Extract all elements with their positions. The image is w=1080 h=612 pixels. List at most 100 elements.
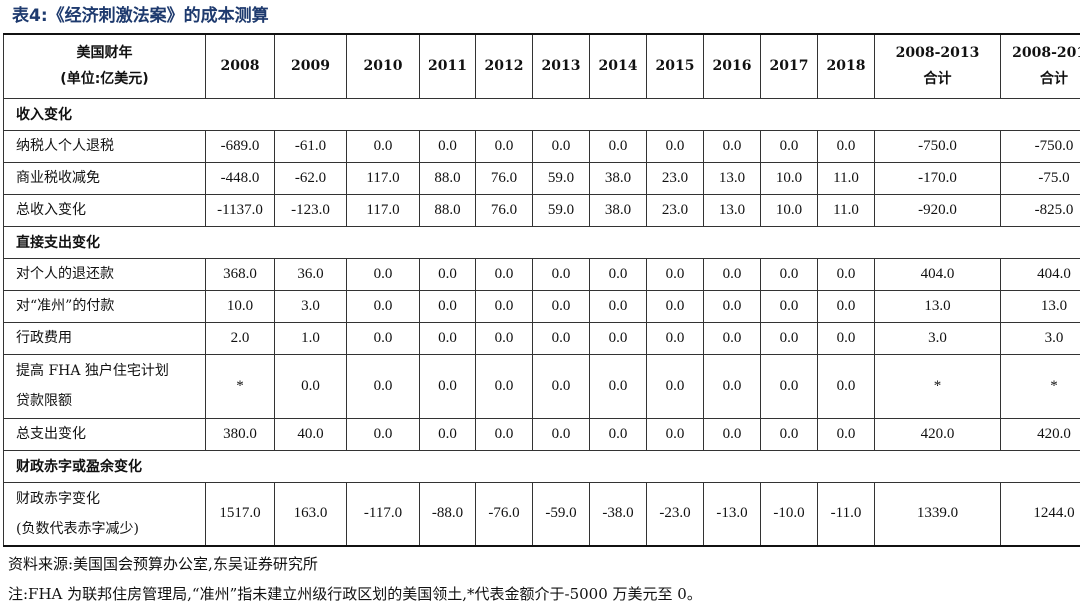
header-year: 2015 bbox=[646, 33, 704, 99]
row-label-line: 财政赤字变化 bbox=[16, 490, 100, 507]
value-cell: 0.0 bbox=[760, 417, 818, 451]
value-cell: 36.0 bbox=[274, 257, 347, 291]
value-cell: 0.0 bbox=[475, 129, 533, 163]
value-cell: 23.0 bbox=[646, 161, 704, 195]
header-fiscal-year: 美国财年 (单位:亿美元) bbox=[3, 33, 206, 99]
value-cell: 13.0 bbox=[703, 193, 761, 227]
header-year: 2016 bbox=[703, 33, 761, 99]
source-note: 资料来源:美国国会预算办公室,东吴证券研究所 bbox=[8, 555, 318, 573]
value-cell: 0.0 bbox=[760, 353, 818, 419]
value-cell: 88.0 bbox=[419, 161, 476, 195]
value-cell: 0.0 bbox=[703, 321, 761, 355]
value-cell: 0.0 bbox=[419, 257, 476, 291]
value-cell: 0.0 bbox=[589, 353, 647, 419]
value-cell: 0.0 bbox=[475, 289, 533, 323]
value-cell: 0.0 bbox=[760, 289, 818, 323]
value-cell: 117.0 bbox=[346, 161, 420, 195]
value-cell: 0.0 bbox=[589, 289, 647, 323]
table-row: 总收入变化 -1137.0 -123.0 117.0 88.0 76.0 59.0 38.0 2… bbox=[3, 193, 1080, 227]
value-cell: 404.0 bbox=[874, 257, 1001, 291]
table-row: 财政赤字变化 (负数代表赤字减少) 1517.0 163.0 -117.0 -88.0 -7… bbox=[3, 481, 1080, 547]
value-cell: -61.0 bbox=[274, 129, 347, 163]
header-year: 2017 bbox=[760, 33, 818, 99]
value-cell: 0.0 bbox=[703, 257, 761, 291]
table-title: 表4:《经济刺激法案》的成本测算 bbox=[12, 6, 269, 26]
value-cell: 0.0 bbox=[532, 289, 590, 323]
header-year: 2010 bbox=[346, 33, 420, 99]
section-row: 收入变化 bbox=[3, 97, 1080, 131]
row-label: 总收入变化 bbox=[3, 193, 206, 227]
value-cell: 368.0 bbox=[205, 257, 275, 291]
value-cell: 2.0 bbox=[205, 321, 275, 355]
value-cell: -11.0 bbox=[817, 481, 875, 547]
value-cell: 0.0 bbox=[703, 353, 761, 419]
value-cell: * bbox=[205, 353, 275, 419]
table-row: 对“准州”的付款 10.0 3.0 0.0 0.0 0.0 0.0 0.0 0.0 0.0 0.0 0… bbox=[3, 289, 1080, 323]
header-total-2008-2013: 2008-2013 合计 bbox=[874, 33, 1001, 99]
value-cell: 11.0 bbox=[817, 161, 875, 195]
value-cell: 10.0 bbox=[205, 289, 275, 323]
header-total-range: 2008-2018 bbox=[1012, 45, 1080, 62]
row-label: 对个人的退还款 bbox=[3, 257, 206, 291]
cost-estimate-table: 美国财年 (单位:亿美元) 2008 2009 2010 2011 2012 2… bbox=[3, 33, 1080, 547]
value-cell: 0.0 bbox=[419, 353, 476, 419]
value-cell: 0.0 bbox=[475, 321, 533, 355]
value-cell: 59.0 bbox=[532, 161, 590, 195]
value-cell: 3.0 bbox=[874, 321, 1001, 355]
row-label-line: 行政费用 bbox=[16, 330, 72, 346]
row-label: 行政费用 bbox=[3, 321, 206, 355]
value-cell: 0.0 bbox=[817, 321, 875, 355]
value-cell: 10.0 bbox=[760, 161, 818, 195]
row-label-line: 贷款限额 bbox=[16, 393, 72, 409]
row-label-line: 纳税人个人退税 bbox=[16, 138, 114, 154]
section-title: 收入变化 bbox=[3, 97, 1080, 131]
value-cell: 0.0 bbox=[646, 417, 704, 451]
value-cell: 0.0 bbox=[646, 289, 704, 323]
value-cell: 0.0 bbox=[532, 129, 590, 163]
value-cell: 0.0 bbox=[817, 289, 875, 323]
value-cell: 13.0 bbox=[703, 161, 761, 195]
value-cell: 0.0 bbox=[532, 353, 590, 419]
value-cell: 40.0 bbox=[274, 417, 347, 451]
value-cell: 13.0 bbox=[874, 289, 1001, 323]
value-cell: 0.0 bbox=[419, 417, 476, 451]
header-fiscal-year-line1: 美国财年 bbox=[76, 45, 133, 62]
value-cell: 0.0 bbox=[589, 417, 647, 451]
value-cell: -750.0 bbox=[1000, 129, 1080, 163]
value-cell: 0.0 bbox=[646, 257, 704, 291]
value-cell: 380.0 bbox=[205, 417, 275, 451]
header-year: 2009 bbox=[274, 33, 347, 99]
value-cell: 0.0 bbox=[760, 321, 818, 355]
value-cell: 3.0 bbox=[274, 289, 347, 323]
row-label-line: (负数代表赤字减少) bbox=[16, 520, 139, 537]
value-cell: 76.0 bbox=[475, 193, 533, 227]
header-unit-line: (单位:亿美元) bbox=[60, 71, 149, 88]
value-cell: 3.0 bbox=[1000, 321, 1080, 355]
value-cell: 163.0 bbox=[274, 481, 347, 547]
value-cell: -1137.0 bbox=[205, 193, 275, 227]
value-cell: 0.0 bbox=[346, 289, 420, 323]
value-cell: 0.0 bbox=[760, 257, 818, 291]
row-label-line: 对个人的退还款 bbox=[16, 266, 114, 282]
row-label: 纳税人个人退税 bbox=[3, 129, 206, 163]
value-cell: -825.0 bbox=[1000, 193, 1080, 227]
value-cell: -62.0 bbox=[274, 161, 347, 195]
header-year: 2008 bbox=[205, 33, 275, 99]
table-row: 纳税人个人退税 -689.0 -61.0 0.0 0.0 0.0 0.0 0.0 0.0 0.0 0… bbox=[3, 129, 1080, 163]
value-cell: 0.0 bbox=[760, 129, 818, 163]
value-cell: -689.0 bbox=[205, 129, 275, 163]
row-label-line: 对“准州”的付款 bbox=[16, 298, 115, 314]
table-row: 总支出变化 380.0 40.0 0.0 0.0 0.0 0.0 0.0 0.0 0.0 0.0 0.… bbox=[3, 417, 1080, 451]
value-cell: 0.0 bbox=[703, 417, 761, 451]
header-total-label: 合计 bbox=[1040, 71, 1068, 88]
header-year: 2013 bbox=[532, 33, 590, 99]
value-cell: -38.0 bbox=[589, 481, 647, 547]
row-label-line: 商业税收减免 bbox=[16, 170, 100, 186]
value-cell: -10.0 bbox=[760, 481, 818, 547]
value-cell: 420.0 bbox=[874, 417, 1001, 451]
value-cell: 76.0 bbox=[475, 161, 533, 195]
row-label-line: 提高 FHA 独户住宅计划 bbox=[16, 363, 169, 379]
value-cell: 0.0 bbox=[419, 289, 476, 323]
table-row: 对个人的退还款 368.0 36.0 0.0 0.0 0.0 0.0 0.0 0.0 0.0 0.0… bbox=[3, 257, 1080, 291]
value-cell: 0.0 bbox=[274, 353, 347, 419]
